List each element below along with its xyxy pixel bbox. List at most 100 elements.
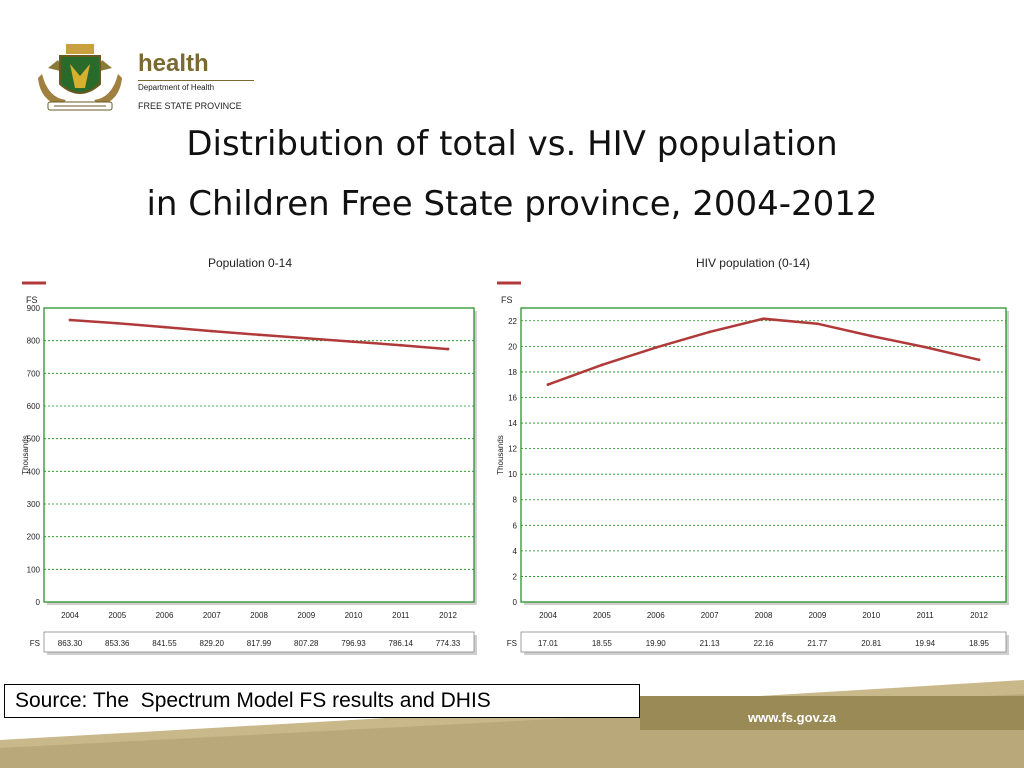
data-table-cell: 19.94 <box>915 639 936 648</box>
data-table <box>520 631 1007 653</box>
data-table-cell: 19.90 <box>646 639 667 648</box>
slide-title-line-1: Distribution of total vs. HIV population <box>186 124 838 164</box>
y-tick-label: 16 <box>508 393 517 402</box>
y-tick-label: 14 <box>508 419 517 428</box>
data-point <box>600 363 604 367</box>
data-table-cell: 17.01 <box>538 639 559 648</box>
data-point <box>869 334 873 338</box>
x-tick-label: 2007 <box>701 611 719 620</box>
x-tick-label: 2006 <box>156 611 174 620</box>
data-table-cell: 786.14 <box>389 639 414 648</box>
y-tick-label: 300 <box>27 500 41 509</box>
data-point <box>446 347 450 351</box>
data-point <box>977 358 981 362</box>
y-tick-label: 18 <box>508 368 517 377</box>
y-tick-label: 900 <box>27 304 41 313</box>
x-tick-label: 2009 <box>297 611 315 620</box>
chart-title: HIV population (0-14) <box>696 256 810 270</box>
chart-title: Population 0-14 <box>208 256 292 270</box>
data-table-row-label: FS <box>507 639 517 648</box>
legend-label: FS <box>501 295 513 305</box>
footer-band: www.fs.gov.za <box>0 660 1024 768</box>
y-tick-label: 100 <box>27 565 41 574</box>
hiv-population-chart-svg: HIV population (0-14) FS 0 2 4 6 8 10 12 14 16 18 20… <box>496 256 1009 655</box>
population-chart: Population 0-14 FS 0 100 200 300 400 500 600 700 8… <box>18 245 488 665</box>
data-point <box>546 383 550 386</box>
data-point <box>923 345 927 349</box>
data-table-cell: 853.36 <box>105 639 130 648</box>
data-point <box>304 336 308 340</box>
x-tick-label: 2012 <box>970 611 988 620</box>
hiv-population-chart: HIV population (0-14) FS 0 2 4 6 8 10 12 14 16 18 20… <box>493 245 1013 665</box>
plot-area <box>520 307 1007 603</box>
x-tick-label: 2011 <box>917 611 935 620</box>
x-tick-label: 2005 <box>108 611 126 620</box>
data-table-cell: 18.55 <box>592 639 613 648</box>
data-point <box>399 343 403 347</box>
data-table-cell: 21.77 <box>807 639 828 648</box>
logo-province-text: FREE STATE PROVINCE <box>138 101 242 111</box>
data-table-cell: 863.30 <box>58 639 83 648</box>
x-tick-label: 2004 <box>61 611 79 620</box>
y-tick-label: 800 <box>27 337 41 346</box>
data-table-row-label: FS <box>30 639 40 648</box>
y-tick-label: 0 <box>36 598 41 607</box>
x-tick-label: 2006 <box>647 611 665 620</box>
data-table-cell: 807.28 <box>294 639 319 648</box>
x-tick-label: 2011 <box>392 611 410 620</box>
logo-rule <box>138 80 254 81</box>
x-tick-label: 2007 <box>203 611 221 620</box>
slide-title-line-2: in Children Free State province, 2004-20… <box>146 184 878 224</box>
data-point <box>115 321 119 325</box>
y-tick-label: 22 <box>508 317 517 326</box>
footer-band-graphic <box>0 680 1024 768</box>
y-tick-label: 400 <box>27 467 41 476</box>
y-tick-label: 20 <box>508 342 517 351</box>
y-axis-label: Thousands <box>21 435 30 475</box>
legend-label: FS <box>26 295 38 305</box>
y-tick-label: 12 <box>508 445 517 454</box>
data-table-cell: 829.20 <box>200 639 225 648</box>
y-tick-label: 0 <box>513 598 518 607</box>
y-tick-label: 700 <box>27 369 41 378</box>
y-tick-label: 10 <box>508 470 517 479</box>
logo-department-text: Department of Health <box>138 83 215 92</box>
x-tick-label: 2008 <box>250 611 268 620</box>
y-tick-label: 500 <box>27 435 41 444</box>
data-point <box>257 333 261 337</box>
x-tick-label: 2008 <box>755 611 773 620</box>
coat-of-arms-icon <box>38 44 122 111</box>
x-tick-label: 2009 <box>808 611 826 620</box>
data-point <box>68 318 72 322</box>
y-tick-label: 2 <box>513 572 518 581</box>
data-point <box>762 317 765 321</box>
slide-title: Distribution of total vs. HIV population… <box>0 114 1024 234</box>
data-point <box>210 329 214 333</box>
y-tick-label: 600 <box>27 402 41 411</box>
data-point <box>352 340 355 344</box>
data-table-cell: 817.99 <box>247 639 272 648</box>
x-tick-label: 2012 <box>439 611 457 620</box>
y-tick-label: 200 <box>27 533 41 542</box>
data-table <box>43 631 475 653</box>
source-note: Source: The Spectrum Model FS results an… <box>4 684 640 718</box>
population-chart-svg: Population 0-14 FS 0 100 200 300 400 500 600 700 8… <box>21 256 477 655</box>
plot-area <box>43 307 475 603</box>
data-point <box>708 330 712 334</box>
x-tick-label: 2010 <box>345 611 363 620</box>
y-tick-label: 6 <box>513 521 518 530</box>
data-point <box>654 346 658 350</box>
data-table-cell: 20.81 <box>861 639 882 648</box>
y-axis-label: Thousands <box>496 435 505 475</box>
x-tick-label: 2004 <box>539 611 557 620</box>
department-logo: health Department of Health FREE STATE P… <box>30 38 260 118</box>
data-table-cell: 774.33 <box>436 639 461 648</box>
footer-url: www.fs.gov.za <box>748 710 837 725</box>
y-tick-label: 8 <box>513 496 518 505</box>
logo-brand-text: health <box>138 50 209 77</box>
data-table-cell: 841.55 <box>152 639 177 648</box>
data-point <box>815 322 819 326</box>
data-point <box>163 325 166 329</box>
x-tick-label: 2005 <box>593 611 611 620</box>
data-table-cell: 18.95 <box>969 639 990 648</box>
